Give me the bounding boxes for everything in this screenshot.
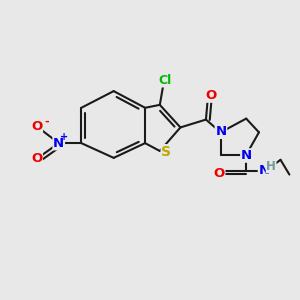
Text: H: H (266, 160, 276, 173)
Text: -: - (44, 117, 49, 127)
Text: O: O (206, 89, 217, 102)
Text: N: N (53, 136, 64, 150)
Text: +: + (60, 132, 68, 142)
Text: O: O (31, 152, 42, 165)
Text: N: N (241, 149, 252, 162)
Text: Cl: Cl (158, 74, 171, 87)
Text: O: O (214, 167, 225, 180)
Text: N: N (259, 164, 270, 177)
Text: S: S (161, 145, 171, 159)
Text: O: O (31, 120, 42, 133)
Text: N: N (215, 125, 226, 138)
